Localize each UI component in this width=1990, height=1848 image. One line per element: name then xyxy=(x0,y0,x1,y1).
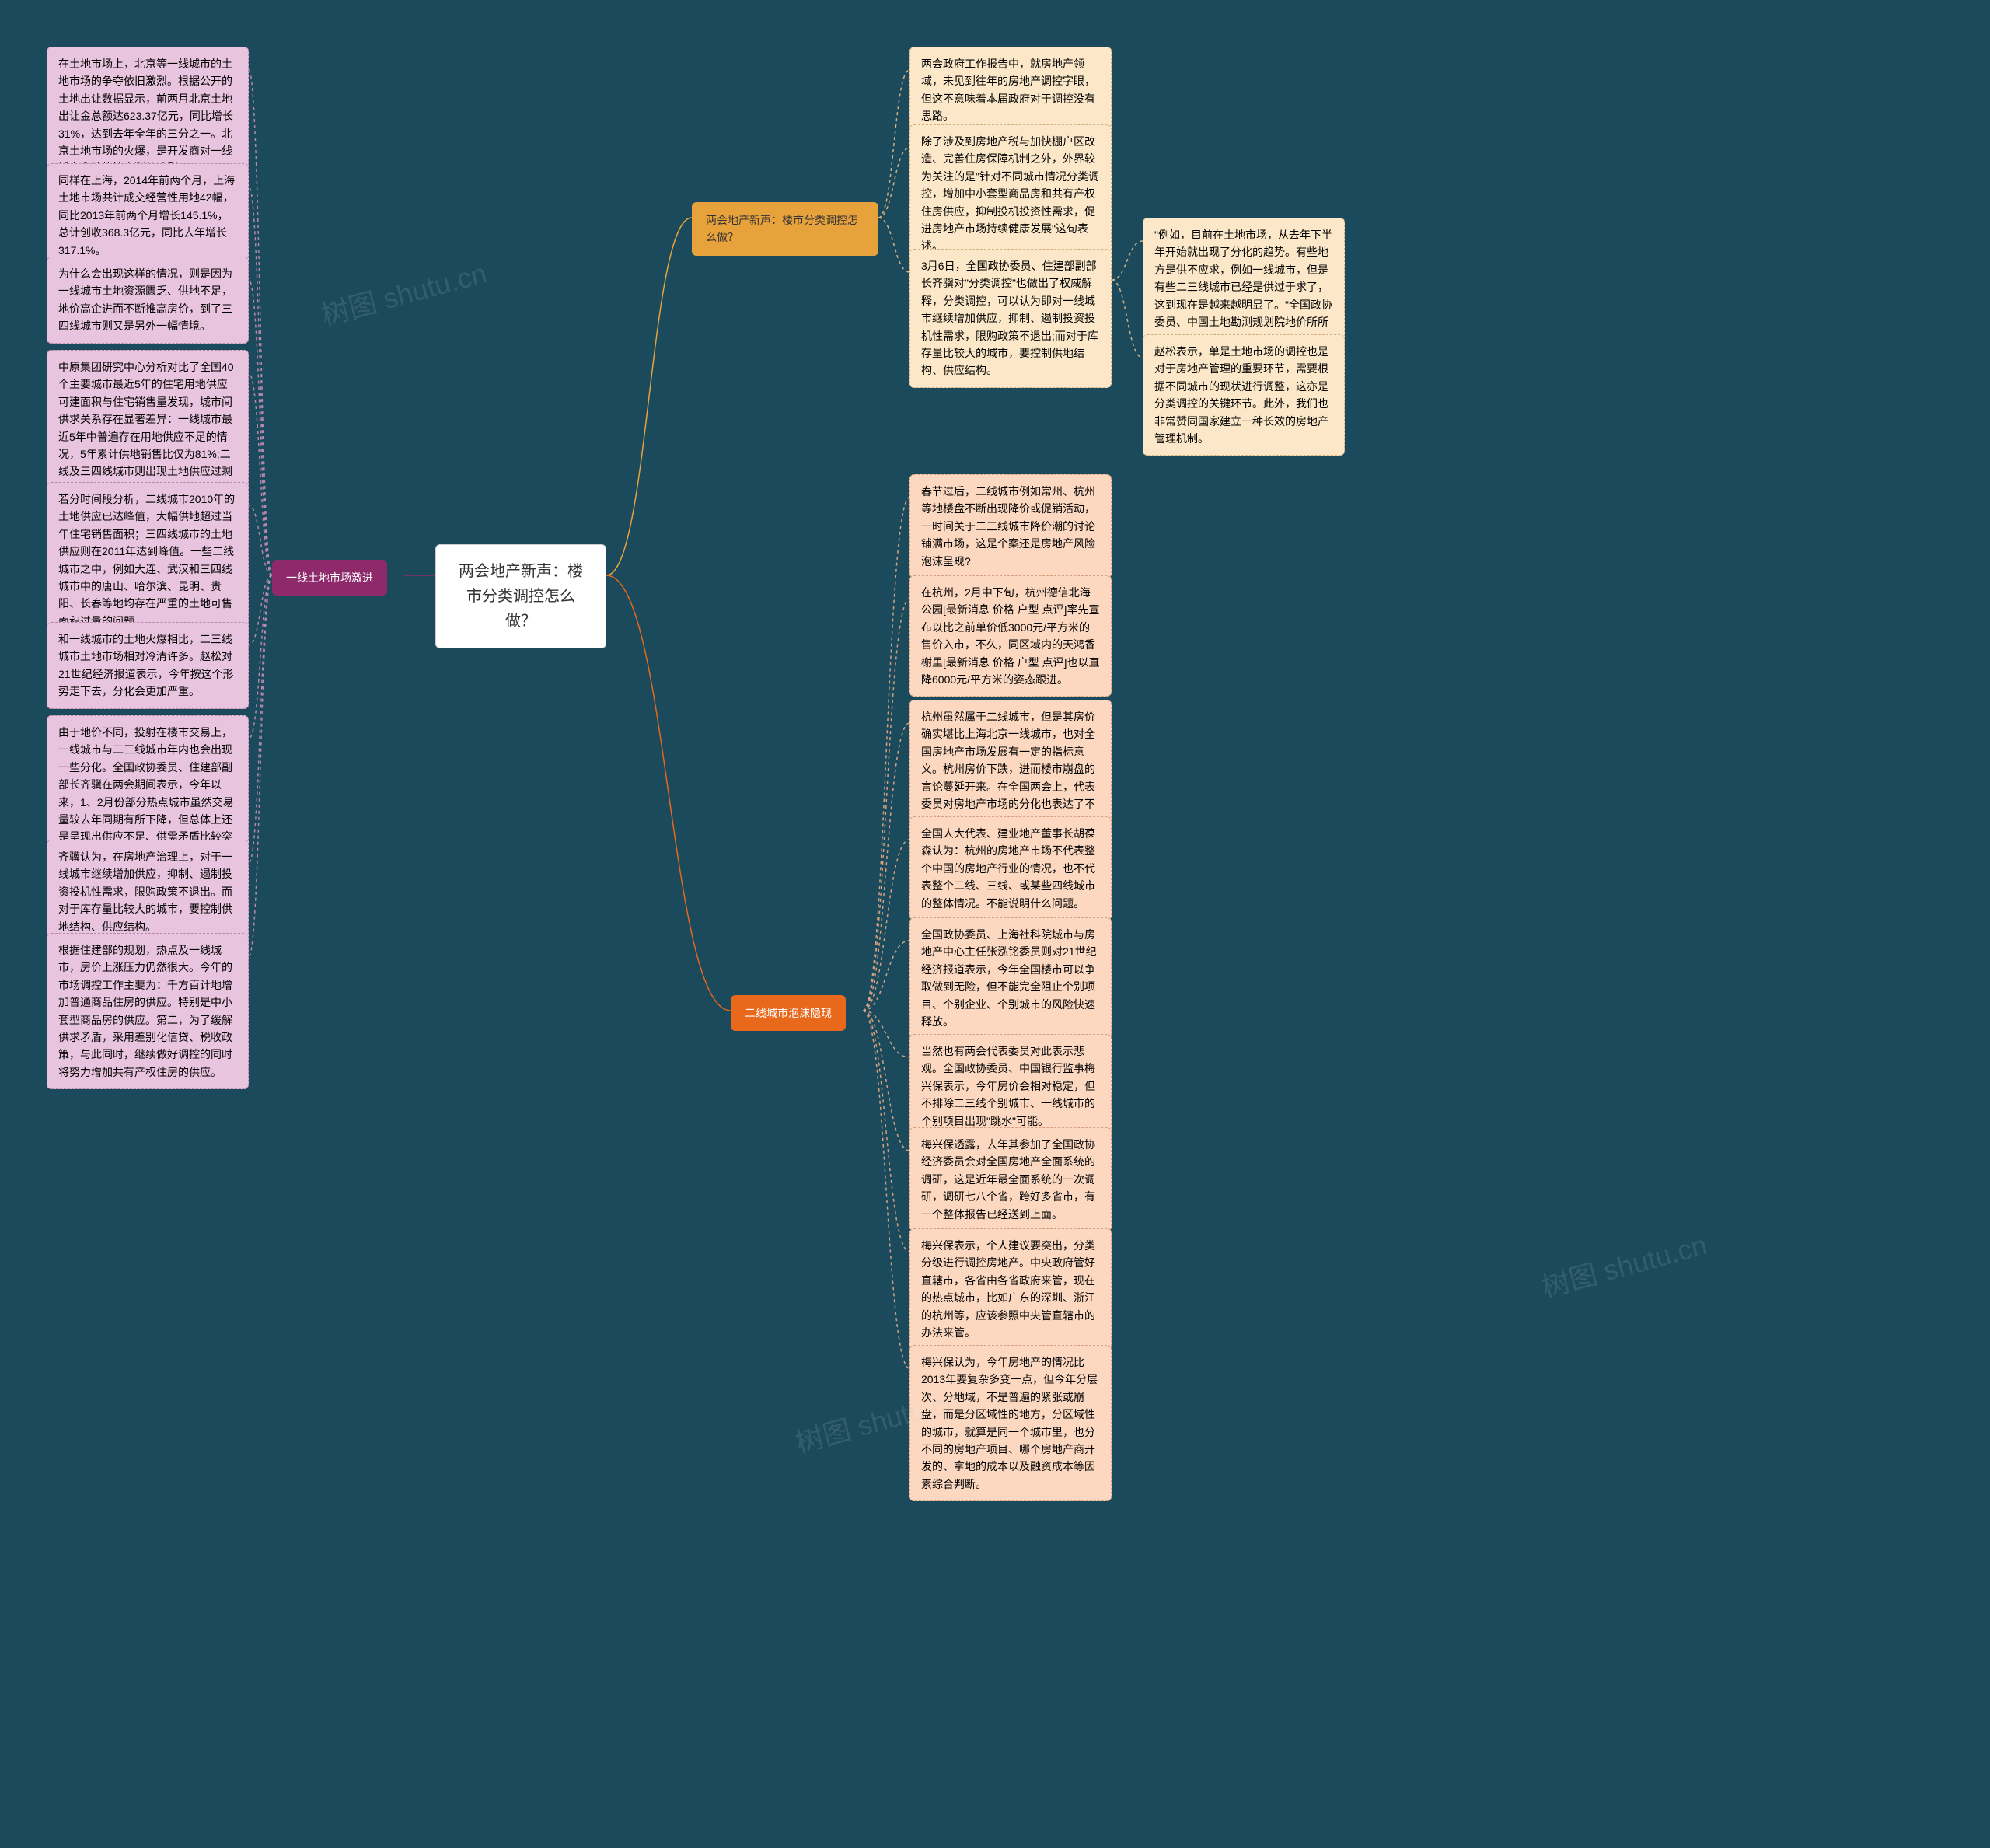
leaf-node: 梅兴保表示，个人建议要突出，分类分级进行调控房地产。中央政府管好直辖市，各省由各… xyxy=(909,1228,1112,1350)
leaf-node: 为什么会出现这样的情况，则是因为一线城市土地资源匮乏、供地不足，地价高企进而不断… xyxy=(47,257,249,344)
leaf-node: 全国政协委员、上海社科院城市与房地产中心主任张泓铭委员则对21世纪经济报道表示，… xyxy=(909,917,1112,1039)
leaf-node: 齐骥认为，在房地产治理上，对于一线城市继续增加供应，抑制、遏制投资投机性需求，限… xyxy=(47,840,249,944)
leaf-node: 若分时间段分析，二线城市2010年的土地供应已达峰值，大幅供地超过当年住宅销售面… xyxy=(47,482,249,638)
leaf-node: 和一线城市的土地火爆相比，二三线城市土地市场相对冷清许多。赵松对21世纪经济报道… xyxy=(47,622,249,709)
leaf-node: 春节过后，二线城市例如常州、杭州等地楼盘不断出现降价或促销活动，一时间关于二三线… xyxy=(909,474,1112,578)
leaf-node: 同样在上海，2014年前两个月，上海土地市场共计成交经营性用地42幅，同比201… xyxy=(47,163,249,267)
branch-b2[interactable]: 两会地产新声：楼市分类调控怎么做？ xyxy=(692,202,878,256)
leaf-node: 两会政府工作报告中，就房地产领域，未见到往年的房地产调控字眼，但这不意味着本届政… xyxy=(909,47,1112,134)
watermark: 树图 shutu.cn xyxy=(316,251,491,334)
leaf-node: 除了涉及到房地产税与加快棚户区改造、完善住房保障机制之外，外界较为关注的是"针对… xyxy=(909,124,1112,264)
leaf-node: 梅兴保认为，今年房地产的情况比2013年要复杂多变一点，但今年分层次、分地域，不… xyxy=(909,1345,1112,1501)
leaf-node: 当然也有两会代表委员对此表示悲观。全国政协委员、中国银行监事梅兴保表示，今年房价… xyxy=(909,1034,1112,1138)
leaf-node: 根据住建部的规划，热点及一线城市，房价上涨压力仍然很大。今年的市场调控工作主要为… xyxy=(47,933,249,1089)
leaf-node: 全国人大代表、建业地产董事长胡葆森认为：杭州的房地产市场不代表整个中国的房地产行… xyxy=(909,816,1112,921)
leaf-node: 在杭州，2月中下旬，杭州德信北海公园[最新消息 价格 户型 点评]率先宣布以比之… xyxy=(909,575,1112,697)
leaf-node: 梅兴保透露，去年其参加了全国政协经济委员会对全国房地产全面系统的调研，这是近年最… xyxy=(909,1127,1112,1231)
branch-b3[interactable]: 二线城市泡沫隐现 xyxy=(731,995,846,1031)
root-node: 两会地产新声：楼市分类调控怎么做？ xyxy=(435,544,606,648)
sub-leaf-node: 赵松表示，单是土地市场的调控也是对于房地产管理的重要环节，需要根据不同城市的现状… xyxy=(1143,334,1345,456)
branch-b1[interactable]: 一线土地市场激进 xyxy=(272,560,387,596)
watermark: 树图 shutu.cn xyxy=(1537,1223,1711,1306)
leaf-node: 3月6日，全国政协委员、住建部副部长齐骥对"分类调控"也做出了权威解释，分类调控… xyxy=(909,249,1112,388)
